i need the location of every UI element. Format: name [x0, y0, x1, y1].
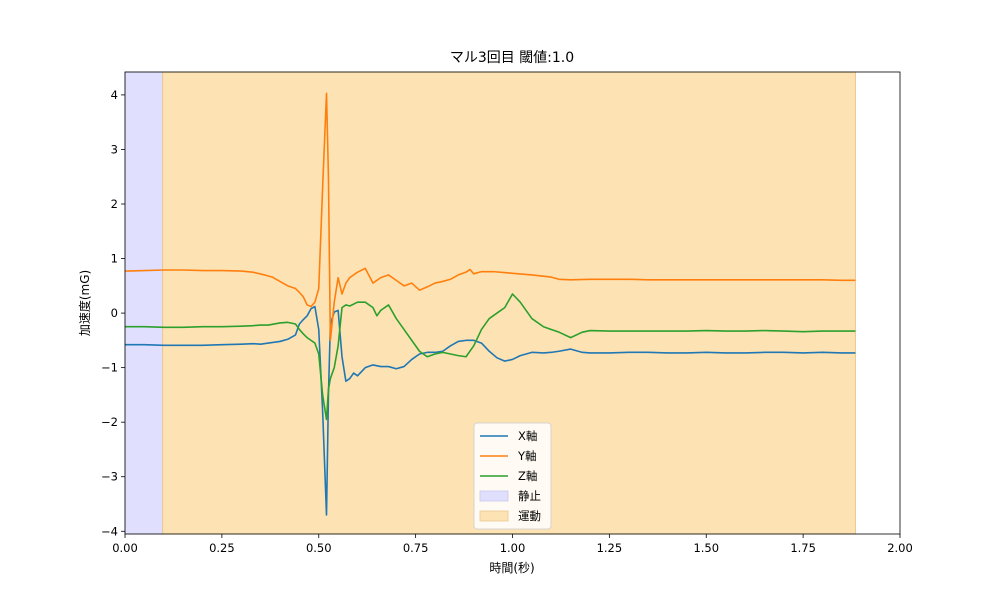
y-axis-label: 加速度(mG) — [77, 270, 92, 336]
legend-label: Z軸 — [518, 469, 537, 483]
span-rest — [124, 71, 164, 535]
legend-patch-swatch — [479, 510, 509, 522]
y-tick-label: 3 — [111, 142, 118, 156]
series-lines — [124, 92, 856, 516]
x-tick-label: 1.50 — [693, 541, 719, 555]
y-tick-label: −4 — [101, 524, 118, 538]
x-tick-label: 1.75 — [790, 541, 816, 555]
chart-title: マル3回目 閾値:1.0 — [450, 50, 574, 66]
legend-label: 静止 — [518, 489, 541, 503]
y-tick-label: −2 — [101, 415, 118, 429]
legend-box — [473, 422, 552, 530]
y-tick-label: 0 — [111, 306, 118, 320]
x-tick-label: 0.50 — [306, 541, 332, 555]
series-line-x — [125, 305, 856, 516]
y-tick-label: −3 — [101, 470, 118, 484]
x-tick-label: 0.75 — [403, 541, 429, 555]
legend-label: Y軸 — [517, 449, 537, 463]
legend-label: X軸 — [518, 429, 537, 443]
y-tick-label: 1 — [111, 252, 118, 266]
y-tick-label: −1 — [101, 361, 118, 375]
x-tick-label: 1.25 — [597, 541, 623, 555]
y-tick-label: 4 — [111, 88, 118, 102]
x-tick-label: 0.25 — [209, 541, 235, 555]
x-tick-label: 1.00 — [500, 541, 526, 555]
legend-label: 運動 — [518, 509, 541, 523]
x-axis: 0.00 0.25 0.50 0.75 1.00 1.25 1.50 1.75 2.00 — [112, 534, 913, 555]
y-tick-label: 2 — [111, 197, 118, 211]
x-tick-label: 0.00 — [112, 541, 138, 555]
x-axis-label: 時間(秒) — [489, 561, 534, 575]
series-line-z — [125, 293, 856, 421]
x-tick-label: 2.00 — [887, 541, 913, 555]
y-axis: −4 −3 −2 −1 0 1 2 3 4 — [101, 88, 125, 538]
series-line-y — [124, 92, 856, 342]
legend-patch-swatch — [479, 490, 509, 502]
